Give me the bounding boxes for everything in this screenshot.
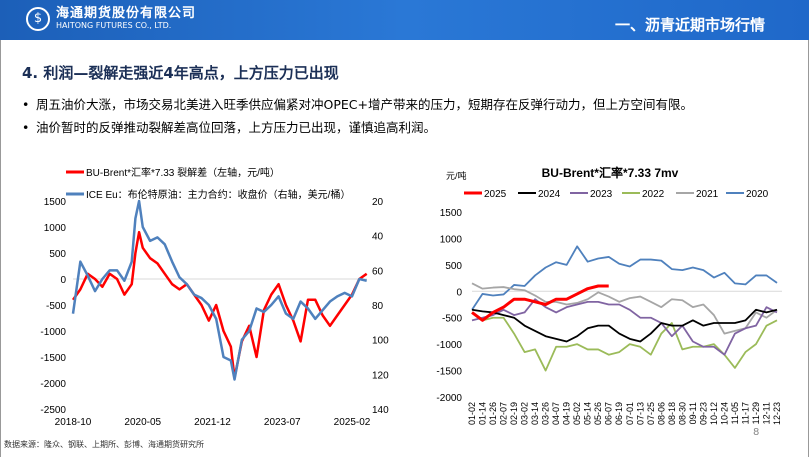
- y-tick-label: 0: [456, 287, 462, 298]
- x-tick-label: 01-26: [488, 402, 498, 425]
- seasonal-crack-spread-chart: BU-Brent*汇率*7.33 7mv 元/吨 1500 1000 500 0 -500 -…: [436, 165, 782, 425]
- series-line-left: [71, 230, 368, 380]
- y-axis-unit: 元/吨: [446, 170, 467, 181]
- x-tick-label: 04-07: [551, 402, 561, 425]
- x-tick-label: 12-11: [761, 402, 771, 424]
- section-title: 一、沥青近期市场行情: [614, 16, 765, 34]
- x-tick-label: 08-30: [677, 402, 687, 425]
- bullet-item: • 油价暂时的反弹推动裂解差高位回落，上方压力已出现，谨慎追高利润。: [22, 120, 437, 135]
- logo-icon: $: [26, 6, 50, 31]
- slide-header: $ 海通期货股份有限公司 HAITONG FUTURES CO., LTD. 一…: [0, 0, 809, 40]
- x-tick-label: 11-17: [740, 402, 750, 424]
- x-tick-label: 03-26: [541, 402, 551, 425]
- x-tick-label: 12-23: [772, 402, 782, 425]
- y-tick-label: -1000: [436, 340, 462, 351]
- x-tick-label: 03-02: [520, 402, 530, 425]
- x-tick-label: 11-05: [730, 402, 740, 424]
- company-logo: $ 海通期货股份有限公司 HAITONG FUTURES CO., LTD.: [26, 6, 196, 31]
- series-line-2024: [471, 308, 778, 343]
- bullet-item: • 周五油价大涨，市场交易北美进入旺季供应偏紧对冲OPEC+增产带来的压力，短期存…: [22, 97, 693, 112]
- data-source-note: 数据来源：隆众、钢联、上期所、彭博、海通期货研究所: [4, 440, 204, 449]
- series-line-2025: [471, 284, 609, 322]
- y-right-tick-label: 100: [372, 336, 389, 347]
- x-tick-label: 05-14: [583, 402, 593, 425]
- x-tick-label: 10-12: [709, 402, 719, 425]
- y-right-tick-label: 80: [372, 301, 384, 312]
- legend-label: 2022: [642, 189, 665, 200]
- x-tick-label: 05-02: [572, 402, 582, 425]
- legend-label: 2024: [538, 189, 561, 200]
- y-left-tick-label: 500: [49, 249, 66, 260]
- y-right-tick-label: 120: [372, 370, 389, 381]
- legend-label: 2021: [696, 189, 719, 200]
- y-right-tick-label: 60: [372, 266, 384, 277]
- y-tick-label: 1500: [440, 208, 463, 219]
- y-left-tick-label: -1500: [40, 353, 66, 364]
- x-tick-label: 07-25: [646, 402, 656, 425]
- x-tick-label: 06-19: [614, 402, 624, 425]
- x-tick-label: 2025-02: [334, 417, 371, 428]
- x-tick-label: 09-11: [688, 402, 698, 424]
- x-tick-label: 09-23: [698, 402, 708, 425]
- x-tick-label: 08-06: [656, 402, 666, 425]
- x-tick-label: 04-19: [562, 402, 572, 425]
- y-right-tick-label: 140: [372, 405, 389, 416]
- legend-label: 2023: [590, 189, 613, 200]
- y-tick-label: -1500: [436, 367, 462, 378]
- page-number: 8: [753, 427, 760, 438]
- x-tick-label: 08-18: [667, 402, 677, 425]
- crack-spread-vs-brent-chart: 1500 1000 500 0 -500 -1000 -1500 -2000 -2500 20 40…: [40, 166, 389, 428]
- y-tick-label: -500: [442, 314, 462, 325]
- bullet-text: 周五油价大涨，市场交易北美进入旺季供应偏紧对冲OPEC+增产带来的压力，短期存在…: [36, 97, 693, 112]
- x-tick-label: 10-24: [719, 402, 729, 425]
- legend-label: 2020: [746, 189, 769, 200]
- x-tick-label: 02-19: [509, 402, 519, 425]
- x-tick-label: 03-14: [530, 402, 540, 425]
- series-line-right: [71, 199, 367, 381]
- company-name-cn: 海通期货股份有限公司: [56, 6, 197, 21]
- bullet-text: 油价暂时的反弹推动裂解差高位回落，上方压力已出现，谨慎追高利润。: [36, 120, 437, 135]
- y-left-tick-label: 0: [60, 275, 66, 286]
- y-left-tick-label: -500: [46, 301, 66, 312]
- x-tick-label: 07-01: [625, 402, 635, 425]
- x-tick-label: 11-29: [751, 402, 761, 424]
- chart-title: BU-Brent*汇率*7.33 7mv: [542, 165, 679, 180]
- x-tick-label: 06-07: [604, 402, 614, 425]
- series-line-2022: [471, 311, 778, 372]
- series-line-2023: [471, 298, 778, 356]
- x-tick-label: 2021-12: [194, 417, 231, 428]
- series-line-2021: [471, 282, 778, 335]
- legend-label: BU-Brent*汇率*7.33 裂解差（左轴，元/吨）: [86, 166, 280, 179]
- series-line-2020: [471, 245, 778, 311]
- x-tick-label: 2018-10: [55, 417, 92, 428]
- x-tick-label: 2020-05: [124, 417, 161, 428]
- y-left-tick-label: 1500: [44, 197, 67, 208]
- company-name-en: HAITONG FUTURES CO., LTD.: [56, 21, 172, 30]
- y-left-tick-label: 1000: [44, 223, 67, 234]
- y-tick-label: 500: [445, 261, 462, 272]
- x-tick-label: 02-07: [499, 402, 509, 425]
- page-title: 4. 利润—裂解走强近4年高点，上方压力已出现: [22, 64, 339, 82]
- y-left-tick-label: -2000: [40, 379, 66, 390]
- y-left-tick-label: -1000: [40, 327, 66, 338]
- x-tick-label: 07-13: [635, 402, 645, 425]
- y-right-tick-label: 20: [372, 197, 384, 208]
- x-tick-label: 2023-07: [264, 417, 301, 428]
- y-right-tick-label: 40: [372, 232, 384, 243]
- y-tick-label: -2000: [436, 393, 462, 404]
- legend-label: 2025: [484, 189, 507, 200]
- x-tick-label: 01-14: [478, 402, 488, 425]
- legend-label: ICE Eu：布伦特原油：主力合约：收盘价（右轴，美元/桶）: [86, 188, 350, 201]
- x-tick-label: 01-02: [467, 402, 477, 425]
- x-tick-label: 05-26: [593, 402, 603, 425]
- y-tick-label: 1000: [440, 234, 463, 245]
- y-left-tick-label: -2500: [40, 405, 66, 416]
